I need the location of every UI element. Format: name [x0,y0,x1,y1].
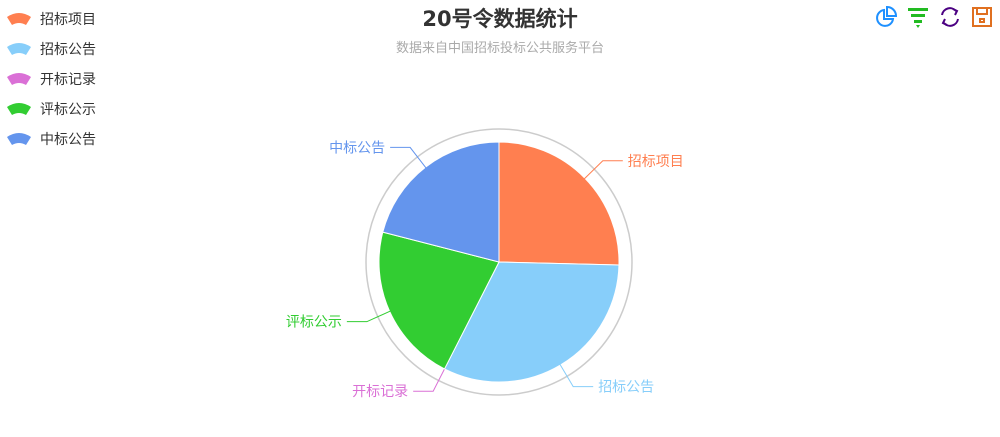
legend: 招标项目招标公告开标记录评标公示中标公告 [6,4,96,154]
legend-label: 评标公示 [40,102,96,118]
toolbox [874,5,994,29]
legend-fan-icon [7,43,31,55]
legend-fan-icon [7,13,31,25]
legend-item[interactable]: 开标记录 [6,64,96,94]
legend-item[interactable]: 中标公告 [6,124,96,154]
label-leader-line [580,160,623,183]
chart-title: 20号令数据统计 [422,7,578,31]
funnel-icon[interactable] [906,5,930,29]
save-icon[interactable] [970,5,994,29]
legend-fan-icon [7,133,31,145]
legend-item[interactable]: 招标公告 [6,34,96,64]
pie-chart-icon[interactable] [874,5,898,29]
legend-item[interactable]: 评标公示 [6,94,96,124]
legend-fan-icon [7,103,31,115]
label-leader-line [346,308,395,323]
refresh-icon[interactable] [938,5,962,29]
legend-label: 开标记录 [40,72,96,88]
slice-label: 评标公示 [286,315,342,331]
legend-label: 招标公告 [40,42,96,58]
legend-item[interactable]: 招标项目 [6,4,96,34]
chart-subtitle: 数据来自中国招标投标公共服务平台 [395,41,604,56]
slice-label: 招标项目 [628,154,684,170]
legend-label: 招标项目 [40,12,96,28]
label-leader-line [413,364,448,392]
legend-fan-icon [7,73,31,85]
slice-label: 招标公告 [598,380,654,396]
slice-label: 中标公告 [329,140,385,156]
label-leader-line [390,146,429,172]
legend-label: 中标公告 [40,132,96,148]
pie-outer-ring [365,128,633,396]
pie-slice[interactable] [498,141,620,266]
label-leader-line [557,360,594,388]
slice-label: 开标记录 [352,384,408,400]
